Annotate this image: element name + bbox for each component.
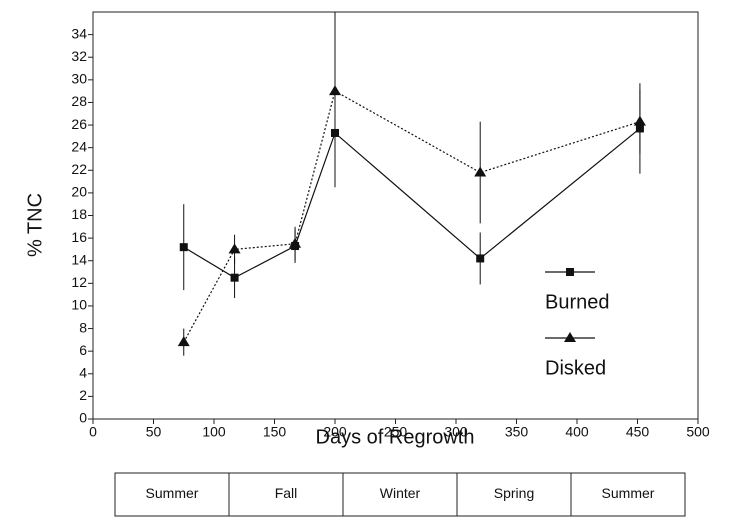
legend-label: Disked [545,357,606,379]
marker [476,254,485,263]
y-tick-label: 24 [71,138,87,154]
y-tick-label: 26 [71,116,87,132]
y-tick-label: 0 [79,410,87,426]
series-line [183,90,641,343]
x-tick-label: 300 [444,424,468,440]
season-label: Summer [602,485,655,501]
season-label: Summer [146,485,199,501]
marker [230,273,239,282]
y-tick-label: 4 [79,364,87,380]
series-line [183,127,641,279]
y-tick-label: 14 [71,251,87,267]
y-tick-label: 18 [71,206,87,222]
x-axis-label: Days of Regrowth [316,426,475,448]
legend-label: Burned [545,291,610,313]
marker [177,336,190,347]
y-tick-label: 12 [71,274,87,290]
y-tick-label: 20 [71,184,87,200]
x-tick-label: 100 [202,424,226,440]
y-tick-label: 2 [79,387,87,403]
season-label: Fall [275,485,298,501]
season-label: Winter [380,485,421,501]
y-tick-label: 30 [71,71,87,87]
y-tick-label: 8 [79,319,87,335]
legend-marker [566,268,574,276]
marker [329,85,341,96]
x-tick-label: 200 [323,424,347,440]
y-tick-label: 32 [71,48,87,64]
marker [228,243,241,254]
x-tick-label: 250 [384,424,408,440]
marker [633,115,646,126]
marker [289,237,302,248]
x-tick-label: 50 [146,424,162,440]
season-label: Spring [494,485,534,501]
y-tick-label: 16 [71,229,87,245]
marker [474,166,487,177]
x-tick-label: 150 [263,424,287,440]
y-tick-label: 28 [71,93,87,109]
x-tick-label: 500 [686,424,710,440]
x-tick-label: 450 [626,424,650,440]
season-table [114,472,686,517]
legend-marker [564,332,576,342]
y-axis-label: % TNC [24,193,46,257]
marker [179,243,188,252]
y-tick-label: 22 [71,161,87,177]
y-tick-label: 6 [79,342,87,358]
y-tick-label: 10 [71,297,87,313]
x-tick-label: 350 [505,424,529,440]
y-tick-label: 34 [71,25,87,41]
x-tick-label: 0 [89,424,97,440]
x-tick-label: 400 [565,424,589,440]
